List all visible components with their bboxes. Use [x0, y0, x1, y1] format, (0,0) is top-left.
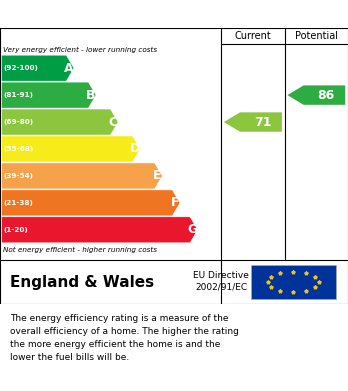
Polygon shape — [1, 163, 162, 189]
Polygon shape — [1, 82, 96, 108]
Polygon shape — [1, 190, 180, 216]
Text: G: G — [187, 223, 198, 236]
Text: E: E — [153, 169, 161, 183]
Text: 86: 86 — [317, 89, 335, 102]
Text: (69-80): (69-80) — [3, 119, 34, 125]
Text: EU Directive
2002/91/EC: EU Directive 2002/91/EC — [193, 271, 249, 292]
Text: (55-68): (55-68) — [3, 146, 34, 152]
Text: England & Wales: England & Wales — [10, 274, 155, 289]
Text: (81-91): (81-91) — [3, 92, 33, 98]
Text: Potential: Potential — [295, 31, 338, 41]
Text: C: C — [108, 116, 118, 129]
Text: A: A — [64, 62, 73, 75]
Text: The energy efficiency rating is a measure of the
overall efficiency of a home. T: The energy efficiency rating is a measur… — [10, 314, 239, 362]
Polygon shape — [1, 109, 118, 135]
Text: 71: 71 — [254, 116, 271, 129]
Polygon shape — [287, 85, 345, 105]
Text: B: B — [86, 89, 96, 102]
Text: (1-20): (1-20) — [3, 227, 28, 233]
Text: (92-100): (92-100) — [3, 65, 38, 71]
Text: (21-38): (21-38) — [3, 200, 33, 206]
Bar — [251, 265, 336, 299]
Text: Very energy efficient - lower running costs: Very energy efficient - lower running co… — [3, 47, 158, 53]
Text: (39-54): (39-54) — [3, 173, 33, 179]
Polygon shape — [1, 217, 198, 243]
Text: Energy Efficiency Rating: Energy Efficiency Rating — [73, 7, 275, 22]
Polygon shape — [1, 136, 140, 162]
Polygon shape — [224, 112, 282, 132]
Text: F: F — [171, 196, 179, 209]
Text: Not energy efficient - higher running costs: Not energy efficient - higher running co… — [3, 247, 158, 253]
Polygon shape — [1, 55, 74, 81]
Text: D: D — [130, 142, 140, 156]
Text: Current: Current — [235, 31, 271, 41]
